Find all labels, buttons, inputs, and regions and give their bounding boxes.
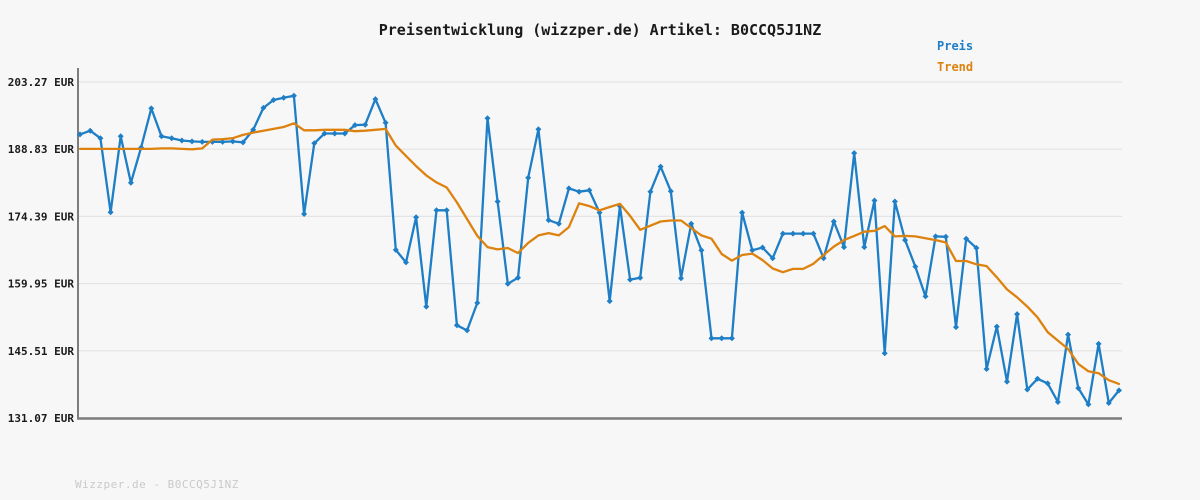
y-axis-tick-label: 203.27 EUR (8, 76, 75, 89)
y-axis-tick-label: 131.07 EUR (8, 412, 75, 425)
chart-legend: Preis Trend (937, 39, 973, 74)
y-axis-tick-label: 159.95 EUR (8, 278, 75, 291)
chart-title: Preisentwicklung (wizzper.de) Artikel: B… (378, 21, 822, 39)
trend-line (78, 122, 1121, 386)
watermark-text: Wizzper.de - B0CCQ5J1NZ (75, 478, 239, 491)
legend-item-trend: Trend (937, 60, 974, 74)
preis-line (78, 94, 1121, 406)
y-axis-tick-label: 145.51 EUR (8, 345, 75, 358)
y-axis-tick-label: 174.39 EUR (8, 210, 75, 223)
y-axis-tick-label: 188.83 EUR (8, 143, 75, 156)
legend-item-preis: Preis (937, 39, 974, 53)
